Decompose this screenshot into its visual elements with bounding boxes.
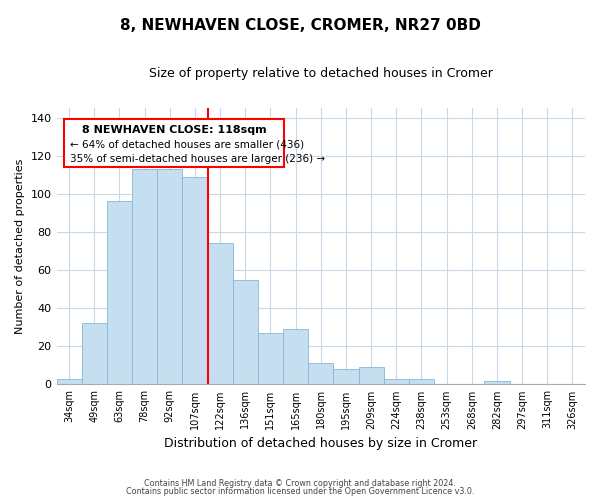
Text: 35% of semi-detached houses are larger (236) →: 35% of semi-detached houses are larger (…	[70, 154, 325, 164]
Bar	[308, 364, 334, 384]
Title: Size of property relative to detached houses in Cromer: Size of property relative to detached ho…	[149, 68, 493, 80]
Text: ← 64% of detached houses are smaller (436): ← 64% of detached houses are smaller (43…	[70, 140, 304, 150]
Bar	[484, 380, 509, 384]
X-axis label: Distribution of detached houses by size in Cromer: Distribution of detached houses by size …	[164, 437, 478, 450]
Bar	[283, 329, 308, 384]
Text: Contains public sector information licensed under the Open Government Licence v3: Contains public sector information licen…	[126, 487, 474, 496]
Bar	[208, 244, 233, 384]
Y-axis label: Number of detached properties: Number of detached properties	[15, 158, 25, 334]
Text: 8, NEWHAVEN CLOSE, CROMER, NR27 0BD: 8, NEWHAVEN CLOSE, CROMER, NR27 0BD	[119, 18, 481, 32]
Bar	[359, 368, 383, 384]
Text: 8 NEWHAVEN CLOSE: 118sqm: 8 NEWHAVEN CLOSE: 118sqm	[82, 125, 266, 135]
Text: Contains HM Land Registry data © Crown copyright and database right 2024.: Contains HM Land Registry data © Crown c…	[144, 478, 456, 488]
Bar	[56, 378, 82, 384]
Bar	[182, 176, 208, 384]
Bar	[334, 369, 359, 384]
Bar	[132, 169, 157, 384]
Bar	[258, 333, 283, 384]
Bar	[233, 280, 258, 384]
Bar	[409, 378, 434, 384]
FancyBboxPatch shape	[64, 119, 284, 168]
Bar	[107, 202, 132, 384]
Bar	[82, 324, 107, 384]
Bar	[383, 378, 409, 384]
Bar	[157, 169, 182, 384]
